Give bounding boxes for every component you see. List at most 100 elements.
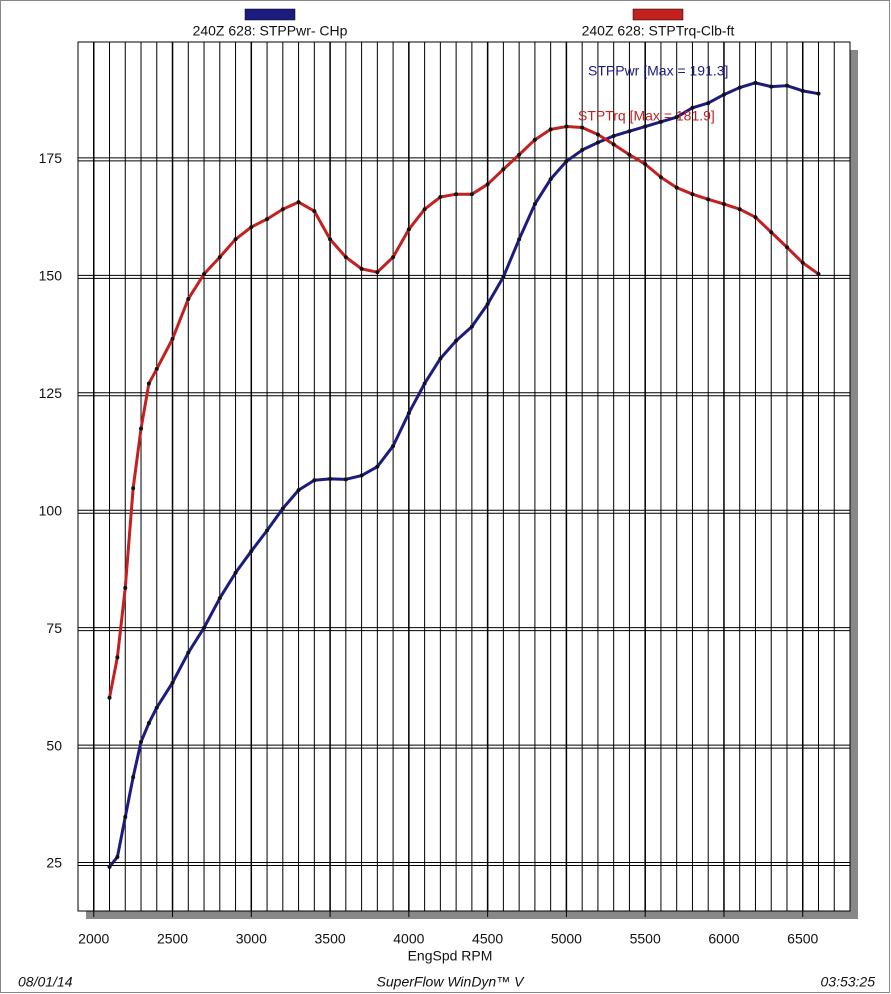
data-point [217, 255, 222, 260]
data-point [406, 411, 411, 416]
y-tick-label: 150 [39, 268, 63, 284]
data-point [422, 207, 427, 212]
data-point [800, 88, 805, 93]
x-tick-label: 4000 [393, 931, 424, 947]
data-point [139, 739, 144, 744]
data-point [627, 152, 632, 157]
data-point [422, 381, 427, 386]
data-point [580, 125, 585, 130]
data-point [454, 192, 459, 197]
data-point [202, 272, 207, 277]
data-point [753, 215, 758, 220]
data-point [154, 366, 159, 371]
x-tick-label: 5000 [551, 931, 582, 947]
data-point [532, 202, 537, 207]
x-tick-label: 6500 [787, 931, 818, 947]
data-point [690, 192, 695, 197]
data-point [721, 202, 726, 207]
data-point [186, 650, 191, 655]
data-point [359, 473, 364, 478]
data-point [146, 721, 151, 726]
data-point [611, 133, 616, 138]
data-point [249, 549, 254, 554]
data-point [391, 443, 396, 448]
data-point [170, 336, 175, 341]
y-tick-label: 25 [46, 855, 62, 871]
data-point [564, 124, 569, 129]
data-point [328, 476, 333, 481]
data-point [595, 132, 600, 137]
data-point [816, 91, 821, 96]
data-point [816, 272, 821, 277]
data-point [312, 209, 317, 214]
data-point [186, 296, 191, 301]
x-tick-label: 3000 [236, 931, 267, 947]
data-point [115, 655, 120, 660]
data-point [469, 324, 474, 329]
data-point [658, 119, 663, 124]
data-point [375, 464, 380, 469]
data-point [595, 140, 600, 145]
data-point [406, 227, 411, 232]
data-point [784, 245, 789, 250]
data-point [517, 152, 522, 157]
data-point [280, 207, 285, 212]
data-point [658, 175, 663, 180]
data-point [706, 197, 711, 202]
annotation: STPTrq [Max = 181.9] [578, 108, 715, 124]
data-point [469, 192, 474, 197]
data-point [123, 815, 128, 820]
data-point [312, 478, 317, 483]
data-point [296, 200, 301, 205]
data-point [438, 195, 443, 200]
data-point [737, 85, 742, 90]
data-point [391, 255, 396, 260]
footer-right: 03:53:25 [821, 974, 876, 990]
y-tick-label: 175 [39, 150, 63, 166]
x-axis-label: EngSpd RPM [408, 948, 493, 964]
data-point [532, 137, 537, 142]
data-point [438, 356, 443, 361]
data-point [769, 230, 774, 235]
y-tick-label: 125 [39, 385, 63, 401]
data-point [280, 506, 285, 511]
data-point [580, 148, 585, 153]
legend-label: 240Z 628: STPTrq-Clb-ft [582, 23, 735, 39]
data-point [501, 274, 506, 279]
data-point [154, 705, 159, 710]
data-point [721, 92, 726, 97]
legend-swatch [244, 8, 296, 21]
data-point [107, 864, 112, 869]
data-point [328, 237, 333, 242]
data-point [643, 124, 648, 129]
data-point [296, 488, 301, 493]
data-point [674, 115, 679, 120]
data-point [737, 207, 742, 212]
data-point [548, 177, 553, 182]
data-point [485, 182, 490, 187]
data-point [784, 83, 789, 88]
data-point [548, 127, 553, 132]
data-point [115, 854, 120, 859]
data-point [343, 477, 348, 482]
data-point [611, 142, 616, 147]
data-point [146, 381, 151, 386]
y-tick-label: 75 [46, 620, 62, 636]
data-point [501, 167, 506, 172]
data-point [343, 255, 348, 260]
data-point [233, 237, 238, 242]
data-point [217, 596, 222, 601]
footer-center: SuperFlow WinDyn™ V [377, 974, 526, 990]
data-point [753, 80, 758, 85]
data-point [627, 129, 632, 134]
x-tick-label: 4500 [472, 931, 503, 947]
data-point [233, 570, 238, 575]
legend-label: 240Z 628: STPPwr- CHp [193, 23, 348, 39]
x-tick-label: 2500 [157, 931, 188, 947]
data-point [375, 270, 380, 275]
data-point [485, 302, 490, 307]
data-point [265, 217, 270, 222]
x-tick-label: 5500 [630, 931, 661, 947]
y-tick-label: 50 [46, 737, 62, 753]
